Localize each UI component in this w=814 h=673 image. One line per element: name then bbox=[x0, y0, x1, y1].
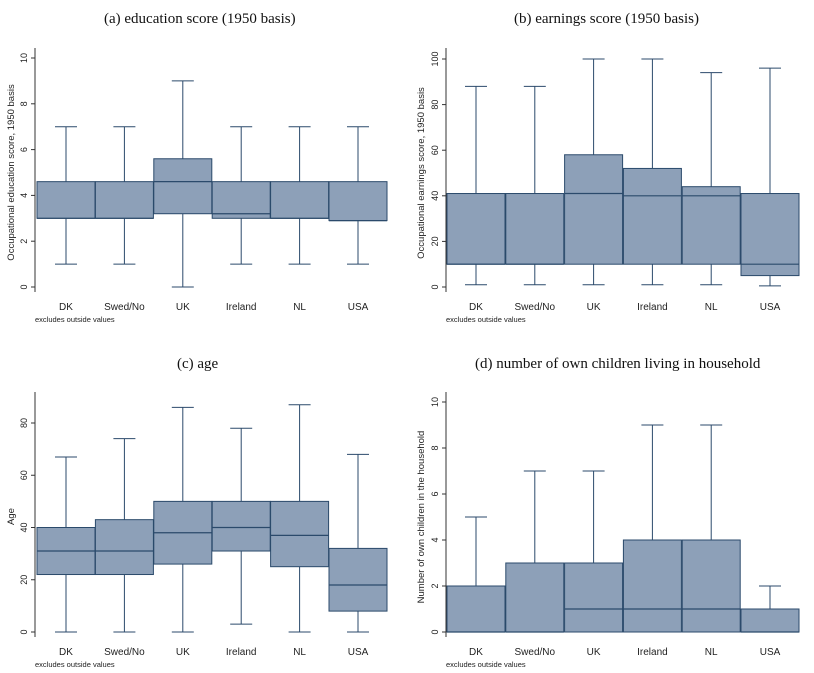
panel-c-ytick-label: 80 bbox=[19, 418, 29, 428]
panel-a-category-label: Swed/No bbox=[104, 302, 145, 313]
panel-b-ytick-label: 0 bbox=[430, 284, 440, 289]
panel-c-category-label: Swed/No bbox=[104, 647, 145, 658]
panel-d-y-axis-title: Number of own children in the household bbox=[416, 431, 427, 604]
panel-a-box bbox=[270, 181, 330, 219]
panel-b-box bbox=[564, 154, 624, 265]
panel-b-category-label: DK bbox=[469, 302, 483, 313]
panel-d-category-label: DK bbox=[469, 647, 483, 658]
panel-d-box bbox=[446, 585, 506, 633]
panel-c-box bbox=[211, 500, 271, 552]
panel-a-box bbox=[328, 181, 388, 222]
panel-c-ytick-label: 60 bbox=[19, 470, 29, 480]
panel-b-box bbox=[681, 186, 741, 265]
panel-d-ytick-label: 4 bbox=[430, 537, 440, 542]
panel-d-category-label: UK bbox=[587, 647, 601, 658]
panel-d-box bbox=[740, 608, 800, 633]
panel-a-ytick-label: 6 bbox=[19, 147, 29, 152]
panel-b-note: excludes outside values bbox=[446, 315, 526, 324]
panel-a-ytick-label: 2 bbox=[19, 239, 29, 244]
panel-a-ytick-label: 0 bbox=[19, 284, 29, 289]
panel-d-ytick-label: 6 bbox=[430, 491, 440, 496]
panel-b-ytick-label: 80 bbox=[430, 100, 440, 110]
panel-c-title: (c) age bbox=[177, 356, 219, 372]
panel-a-box bbox=[36, 181, 96, 219]
panel-a-category-label: Ireland bbox=[226, 302, 257, 313]
panel-d-ytick-label: 10 bbox=[430, 397, 440, 407]
panel-b-category-label: USA bbox=[760, 302, 781, 313]
panel-c-ytick-label: 20 bbox=[19, 575, 29, 585]
panel-b-category-label: NL bbox=[705, 302, 718, 313]
panel-a-ytick-label: 8 bbox=[19, 101, 29, 106]
panel-c-category-label: UK bbox=[176, 647, 190, 658]
panel-b-category-label: Ireland bbox=[637, 302, 668, 313]
panel-a-ytick-label: 10 bbox=[19, 53, 29, 63]
panel-b-box bbox=[622, 167, 682, 265]
panel-c-box bbox=[94, 519, 154, 576]
panel-a-category-label: UK bbox=[176, 302, 190, 313]
panel-d-box bbox=[622, 539, 682, 633]
panel-d-category-label: Ireland bbox=[637, 647, 668, 658]
panel-c-category-label: DK bbox=[59, 647, 73, 658]
panel-c-ytick-label: 0 bbox=[19, 629, 29, 634]
panel-c-box bbox=[328, 547, 388, 612]
panel-b-ytick-label: 60 bbox=[430, 145, 440, 155]
panel-c-box bbox=[270, 500, 330, 568]
panel-b-box bbox=[446, 193, 506, 265]
panel-a-note: excludes outside values bbox=[35, 315, 115, 324]
panel-a-category-label: NL bbox=[293, 302, 306, 313]
panel-d-category-label: NL bbox=[705, 647, 718, 658]
panel-b-ytick-label: 20 bbox=[430, 236, 440, 246]
panel-a-category-label: USA bbox=[348, 302, 369, 313]
panel-b-box bbox=[505, 193, 565, 265]
panel-d-ytick-label: 8 bbox=[430, 445, 440, 450]
panel-a-title: (a) education score (1950 basis) bbox=[104, 11, 296, 27]
panel-d-title: (d) number of own children living in hou… bbox=[475, 356, 761, 372]
panel-c-note: excludes outside values bbox=[35, 660, 115, 669]
panel-a-box bbox=[153, 158, 213, 215]
panel-c-category-label: USA bbox=[348, 647, 369, 658]
panel-b-category-label: UK bbox=[587, 302, 601, 313]
panel-a-box bbox=[211, 181, 271, 219]
panel-b-y-axis-title: Occupational earnings score, 1950 basis bbox=[416, 87, 427, 259]
panel-c-ytick-label: 40 bbox=[19, 522, 29, 532]
panel-c-category-label: Ireland bbox=[226, 647, 257, 658]
panel-b-ytick-label: 100 bbox=[430, 51, 440, 66]
panel-d-box bbox=[505, 562, 565, 633]
panel-b-category-label: Swed/No bbox=[515, 302, 556, 313]
panel-d-note: excludes outside values bbox=[446, 660, 526, 669]
panel-c-y-axis-title: Age bbox=[6, 508, 17, 525]
panel-a-y-axis-title: Occupational education score, 1950 basis bbox=[6, 84, 17, 261]
panel-d-box bbox=[681, 539, 741, 633]
panel-d-category-label: Swed/No bbox=[515, 647, 556, 658]
panel-d-box bbox=[564, 562, 624, 633]
panel-a-box bbox=[94, 181, 154, 219]
panel-a-category-label: DK bbox=[59, 302, 73, 313]
panel-b-box bbox=[740, 193, 800, 277]
panel-d-ytick-label: 0 bbox=[430, 629, 440, 634]
panel-b-ytick-label: 40 bbox=[430, 191, 440, 201]
panel-d-ytick-label: 2 bbox=[430, 583, 440, 588]
panel-c-category-label: NL bbox=[293, 647, 306, 658]
panel-b-title: (b) earnings score (1950 basis) bbox=[514, 11, 699, 27]
panel-d-category-label: USA bbox=[760, 647, 781, 658]
panel-a-ytick-label: 4 bbox=[19, 193, 29, 198]
